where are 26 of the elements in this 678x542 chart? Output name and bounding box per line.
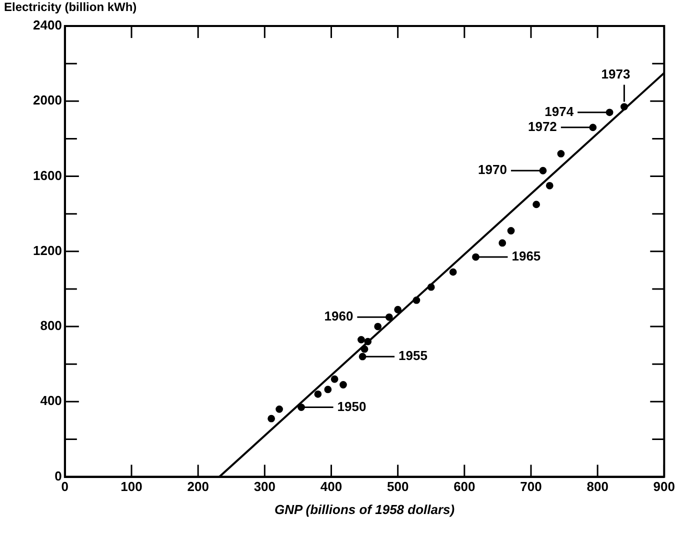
x-tick-label: 600 bbox=[454, 479, 476, 494]
annotation: 1950 bbox=[337, 398, 366, 414]
y-tick-label: 800 bbox=[40, 318, 62, 334]
annotation: 1965 bbox=[512, 248, 541, 264]
annotation: 1970 bbox=[478, 162, 507, 178]
x-tick-label: 300 bbox=[254, 479, 276, 494]
annotation: 1960 bbox=[324, 308, 354, 324]
x-tick-label: 800 bbox=[586, 479, 608, 494]
x-axis-title: GNP (billions of 1958 dollars) bbox=[274, 502, 455, 517]
annotation: 1974 bbox=[544, 104, 574, 119]
x-tick-label: 500 bbox=[386, 479, 409, 494]
x-tick-label: 900 bbox=[653, 479, 676, 494]
x-tick-label: 200 bbox=[187, 479, 209, 494]
y-tick-label: 2000 bbox=[33, 92, 62, 108]
annotation: 1955 bbox=[398, 348, 428, 364]
y-tick-label: 1200 bbox=[33, 242, 62, 258]
annotation: 1973 bbox=[601, 66, 630, 82]
x-tick-label: 700 bbox=[520, 479, 542, 494]
x-tick-label: 100 bbox=[120, 479, 142, 494]
annotation: 1972 bbox=[528, 119, 557, 134]
x-tick-label: 400 bbox=[320, 479, 342, 494]
y-axis-title: Electricity (billion kWh) bbox=[4, 0, 137, 14]
y-tick-label: 0 bbox=[54, 468, 62, 484]
y-tick-label: 2400 bbox=[33, 18, 62, 33]
y-tick-label: 400 bbox=[40, 393, 62, 408]
y-tick-label: 1600 bbox=[33, 168, 62, 183]
